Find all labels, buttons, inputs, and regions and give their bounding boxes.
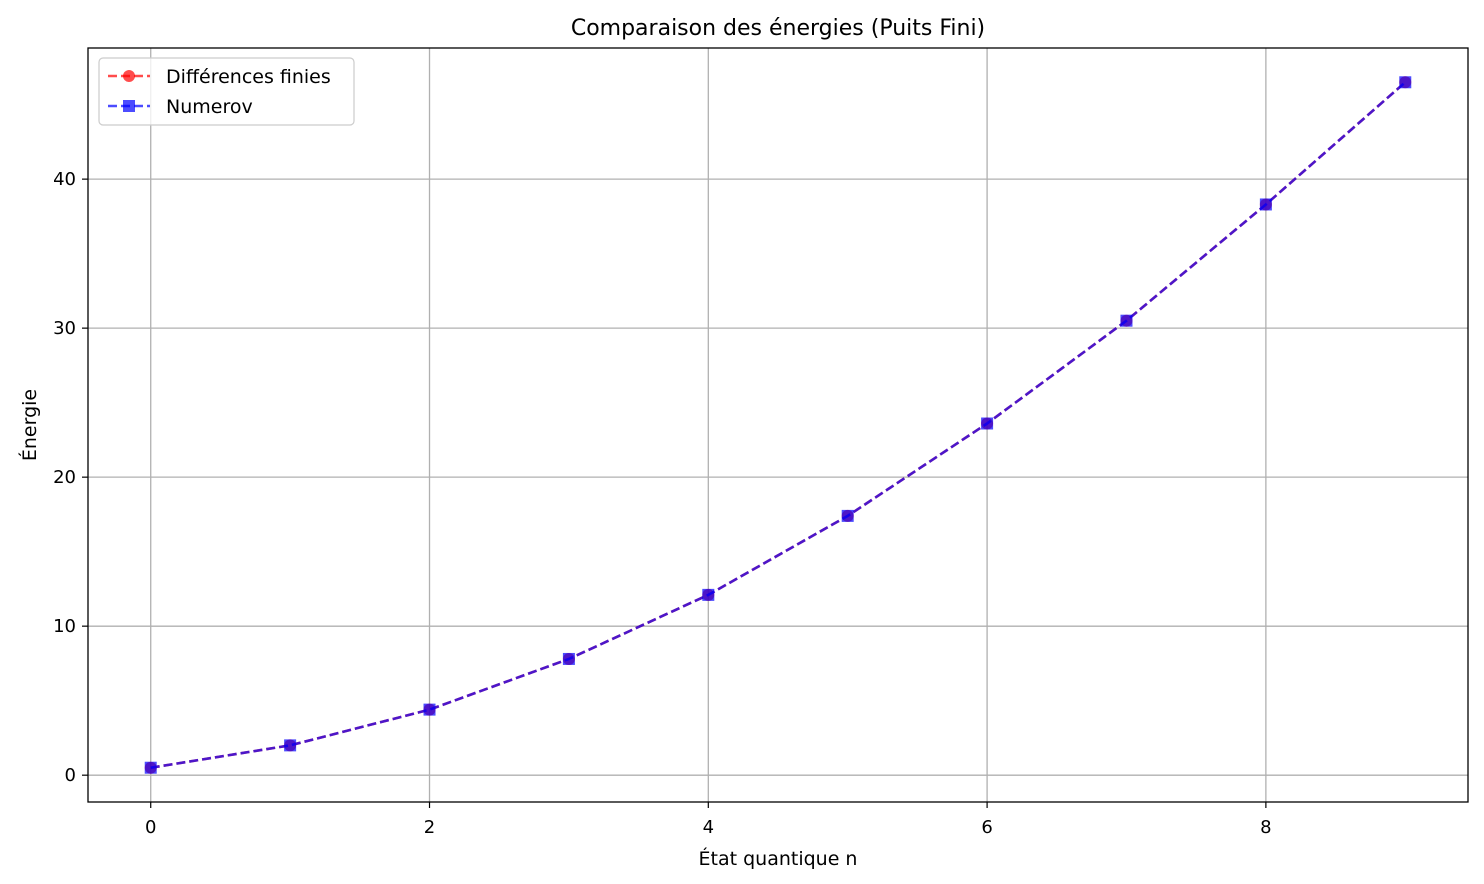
legend-box [98,57,355,126]
legend-label: Numerov [166,96,253,118]
x-tick-label: 8 [1260,817,1271,838]
y-tick-label: 0 [65,765,76,786]
data-point [981,417,994,430]
data-point [1399,76,1412,89]
plot-frame [87,47,1469,803]
y-axis-label: Énergie [18,389,41,461]
chart-title: Comparaison des énergies (Puits Fini) [571,16,985,41]
y-tick-label: 30 [53,318,76,339]
y-tick-label: 40 [53,169,76,190]
legend-label: Différences finies [166,66,331,88]
data-point [423,703,436,716]
series-layer [144,76,1412,774]
ticks: 0 2 4 6 8 0 10 20 30 40 [53,169,1272,838]
legend-marker [123,100,135,112]
x-axis-label: État quantique n [699,847,858,870]
data-point [1120,314,1133,327]
series-line [150,81,1407,770]
series-differences-finies [144,76,1412,774]
y-tick-label: 10 [53,616,76,637]
x-tick-label: 6 [981,817,992,838]
x-tick-label: 2 [424,817,435,838]
data-point [1259,198,1272,211]
data-point [144,761,157,774]
data-point [562,652,575,665]
series-line [150,81,1407,770]
data-point [702,588,715,601]
y-tick-label: 20 [53,467,76,488]
grid [88,48,1468,802]
series-numerov [144,76,1412,774]
data-point [841,509,854,522]
data-point [284,739,297,752]
legend-marker [123,70,135,82]
legend: Différences finies Numerov [98,57,355,126]
x-tick-label: 0 [145,817,156,838]
x-tick-label: 4 [703,817,714,838]
